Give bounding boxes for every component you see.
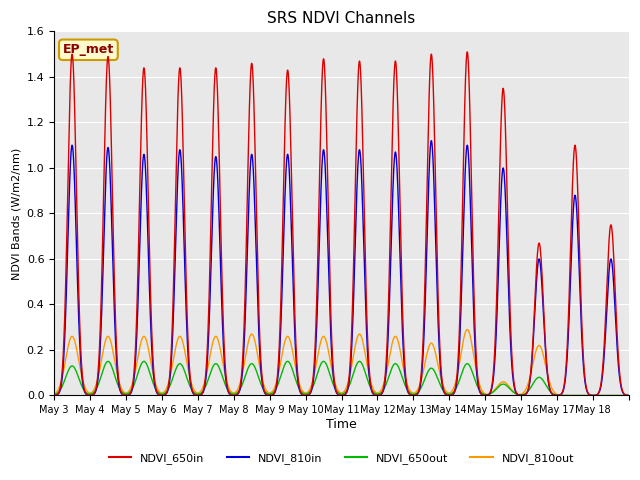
Legend: NDVI_650in, NDVI_810in, NDVI_650out, NDVI_810out: NDVI_650in, NDVI_810in, NDVI_650out, NDV… xyxy=(104,448,579,468)
X-axis label: Time: Time xyxy=(326,418,357,431)
Text: EP_met: EP_met xyxy=(63,43,114,56)
Y-axis label: NDVI Bands (W/m2/nm): NDVI Bands (W/m2/nm) xyxy=(11,147,21,279)
Title: SRS NDVI Channels: SRS NDVI Channels xyxy=(268,11,415,26)
